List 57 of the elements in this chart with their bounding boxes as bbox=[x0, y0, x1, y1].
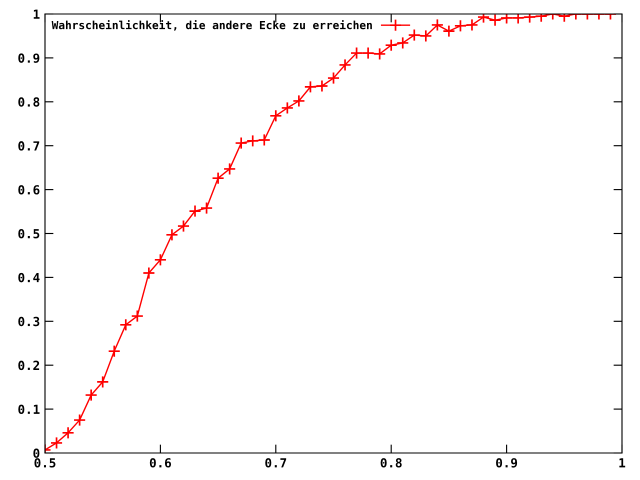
point bbox=[419, 30, 432, 42]
point bbox=[362, 46, 375, 60]
point bbox=[62, 426, 74, 440]
point bbox=[188, 204, 202, 218]
point bbox=[384, 38, 398, 52]
point bbox=[292, 94, 306, 108]
point bbox=[166, 228, 178, 242]
point bbox=[500, 14, 513, 24]
point bbox=[269, 109, 282, 122]
point bbox=[212, 172, 224, 185]
point bbox=[466, 18, 478, 32]
y-tick-label: 0 bbox=[33, 448, 40, 458]
y-tick-label: 1 bbox=[34, 10, 40, 19]
point bbox=[177, 220, 190, 232]
point bbox=[84, 388, 98, 402]
point bbox=[408, 28, 421, 42]
point bbox=[373, 48, 386, 60]
y-tick-label: 0.2 bbox=[18, 360, 40, 370]
point bbox=[119, 318, 132, 332]
point bbox=[396, 36, 410, 50]
y-tick-label: 0.8 bbox=[18, 97, 40, 107]
point bbox=[442, 24, 456, 38]
point bbox=[430, 18, 444, 32]
y-tick-label: 0.1 bbox=[18, 404, 40, 414]
y-tick-label: 0.4 bbox=[18, 272, 40, 282]
point bbox=[258, 134, 271, 146]
point bbox=[512, 14, 525, 24]
point bbox=[327, 72, 340, 84]
point bbox=[316, 80, 328, 92]
y-tick-label: 0.5 bbox=[18, 228, 40, 238]
point bbox=[96, 375, 110, 388]
point bbox=[50, 436, 63, 450]
point bbox=[454, 19, 467, 32]
y-tick-label: 0.6 bbox=[18, 185, 40, 195]
x-tick-label: 1 bbox=[619, 458, 626, 468]
point bbox=[246, 134, 260, 148]
y-tick-label: 0.7 bbox=[18, 141, 40, 151]
point bbox=[108, 344, 121, 358]
x-tick-label: 0.8 bbox=[380, 458, 402, 468]
legend-label: Wahrscheinlichkeit, die andere Ecke zu erreichen bbox=[52, 20, 372, 31]
point bbox=[223, 162, 236, 176]
x-tick-label: 0.9 bbox=[496, 458, 518, 468]
point bbox=[304, 80, 317, 94]
point bbox=[142, 266, 156, 280]
x-tick-label: 0.7 bbox=[265, 458, 286, 468]
y-tick-label: 0.9 bbox=[18, 53, 40, 63]
point bbox=[280, 102, 294, 114]
point bbox=[154, 253, 167, 266]
point bbox=[130, 310, 144, 322]
y-tick-label: 0.3 bbox=[18, 316, 40, 326]
point bbox=[200, 202, 213, 214]
point bbox=[488, 14, 502, 27]
point bbox=[350, 46, 363, 60]
point bbox=[73, 414, 86, 426]
point bbox=[338, 58, 352, 72]
point bbox=[234, 136, 248, 150]
x-tick-label: 0.6 bbox=[150, 458, 172, 468]
